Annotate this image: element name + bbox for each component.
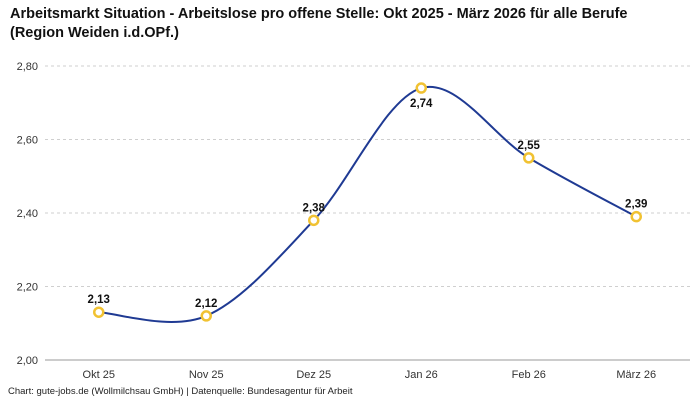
data-point-marker [415, 82, 427, 94]
y-tick-label: 2,00 [17, 355, 38, 367]
data-point-label: 2,39 [625, 199, 647, 211]
x-tick-label: Dez 25 [296, 369, 331, 381]
x-tick-label: Nov 25 [189, 369, 224, 381]
y-tick-label: 2,60 [17, 135, 38, 147]
y-tick-label: 2,80 [17, 61, 38, 73]
data-point-marker [630, 210, 642, 223]
chart-title: Arbeitsmarkt Situation - Arbeitslose pro… [10, 6, 628, 42]
data-point-label: 2,12 [195, 298, 217, 310]
data-point-label: 2,74 [410, 98, 433, 110]
y-tick-label: 2,20 [17, 282, 38, 294]
data-point-marker [308, 214, 320, 227]
x-tick-label: Okt 25 [83, 369, 115, 381]
x-tick-label: Jan 26 [405, 369, 438, 381]
data-point-marker [93, 306, 105, 318]
y-tick-label: 2,40 [17, 208, 38, 220]
x-tick-label: März 26 [616, 369, 656, 381]
data-point-label: 2,13 [88, 294, 110, 306]
x-tick-label: Feb 26 [512, 369, 546, 381]
data-point-label: 2,38 [303, 202, 326, 214]
data-point-marker [523, 152, 535, 164]
data-point-label: 2,55 [518, 140, 541, 152]
data-point-marker [200, 310, 212, 322]
chart-footer-attribution: Chart: gute-jobs.de (Wollmilchsau GmbH) … [8, 386, 353, 397]
